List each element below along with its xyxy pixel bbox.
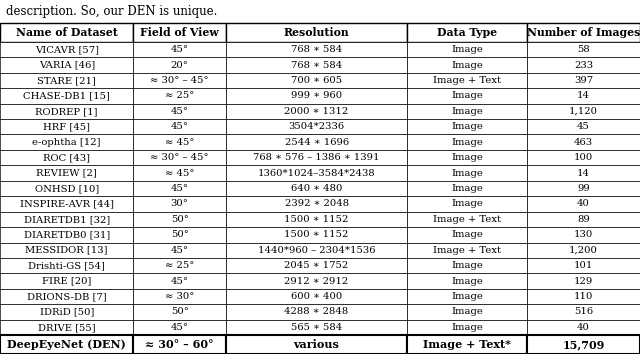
Text: description. So, our DEN is unique.: description. So, our DEN is unique. (6, 5, 218, 18)
